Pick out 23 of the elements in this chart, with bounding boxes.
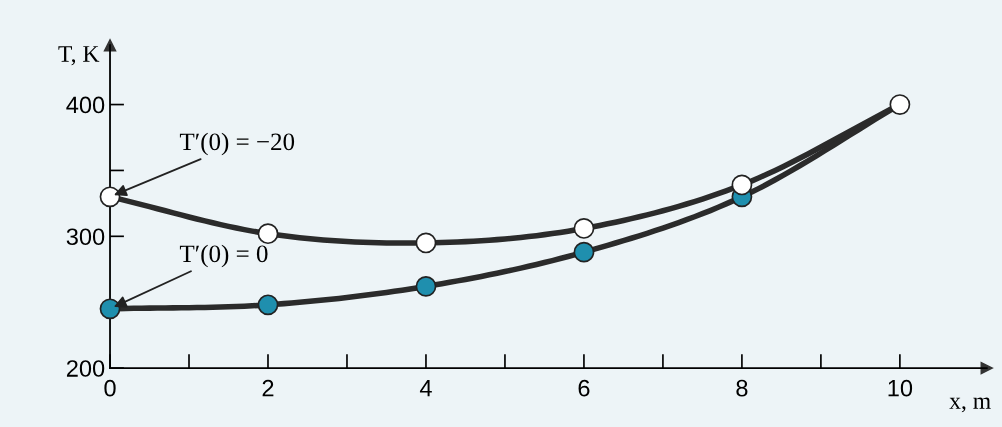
y-axis-title: T, K — [58, 46, 100, 66]
point — [415, 232, 437, 254]
x-tick-label: 8 — [736, 379, 748, 397]
annotation: T′(0) = 0 — [179, 244, 268, 268]
x-tick-label: 10 — [888, 379, 913, 397]
x-tick-label: 2 — [262, 379, 274, 397]
annotation: T′(0) = −20 — [179, 132, 295, 156]
point — [99, 298, 121, 320]
y-tick-label: 300 — [66, 228, 105, 246]
point — [257, 294, 279, 316]
point — [573, 218, 595, 239]
x-tick-label: 4 — [419, 380, 432, 397]
point — [415, 275, 437, 297]
x-tick-label: 6 — [578, 379, 590, 397]
y-tick-label: 400 — [66, 96, 105, 114]
x-axis-title: x, m — [949, 397, 991, 413]
point — [731, 174, 753, 196]
point — [257, 223, 279, 245]
point — [99, 186, 121, 208]
point — [889, 94, 911, 115]
y-tick-label: 200 — [66, 360, 105, 377]
x-tick-label: 0 — [104, 379, 116, 397]
point — [573, 241, 595, 263]
